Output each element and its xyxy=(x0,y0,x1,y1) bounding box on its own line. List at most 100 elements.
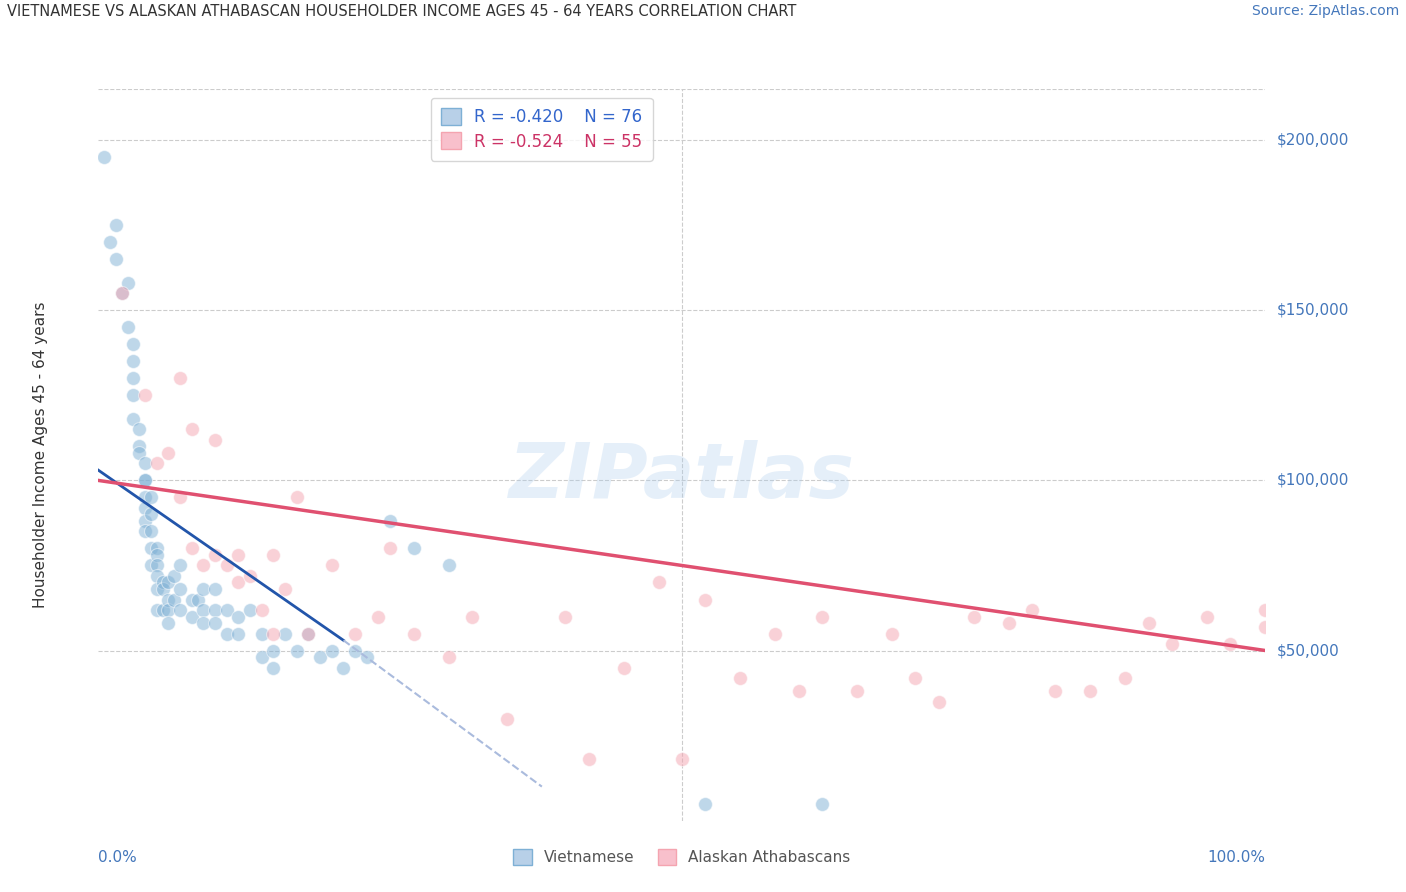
Point xyxy=(134,457,156,471)
Point xyxy=(169,491,191,505)
Text: $150,000: $150,000 xyxy=(1277,302,1350,318)
Point xyxy=(146,582,169,597)
Point xyxy=(1195,609,1218,624)
Point xyxy=(134,491,156,505)
Point xyxy=(402,541,425,556)
Point xyxy=(180,609,202,624)
Point xyxy=(344,626,367,640)
Point xyxy=(215,558,238,573)
Point xyxy=(146,549,169,563)
Point xyxy=(139,524,162,539)
Point xyxy=(262,643,284,657)
Point xyxy=(262,626,284,640)
Point xyxy=(139,541,162,556)
Point xyxy=(193,616,215,631)
Point xyxy=(134,474,156,488)
Legend: Vietnamese, Alaskan Athabascans: Vietnamese, Alaskan Athabascans xyxy=(508,843,856,871)
Point xyxy=(250,626,273,640)
Point xyxy=(1219,637,1241,651)
Point xyxy=(204,582,226,597)
Point xyxy=(228,609,250,624)
Point xyxy=(297,626,319,640)
Point xyxy=(1045,684,1067,698)
Point xyxy=(274,582,297,597)
Point xyxy=(122,412,145,426)
Point xyxy=(180,592,202,607)
Point xyxy=(163,568,186,582)
Point xyxy=(204,549,226,563)
Point xyxy=(122,337,145,351)
Point xyxy=(880,626,903,640)
Point xyxy=(997,616,1019,631)
Point xyxy=(111,286,134,301)
Point xyxy=(104,252,127,267)
Point xyxy=(321,558,343,573)
Point xyxy=(117,320,139,334)
Point xyxy=(1114,671,1136,685)
Point xyxy=(578,752,600,766)
Point xyxy=(262,660,284,674)
Point xyxy=(180,541,202,556)
Point xyxy=(554,609,576,624)
Point xyxy=(146,603,169,617)
Point xyxy=(128,439,150,453)
Point xyxy=(297,626,319,640)
Point xyxy=(157,603,180,617)
Point xyxy=(787,684,810,698)
Text: $50,000: $50,000 xyxy=(1277,643,1340,658)
Point xyxy=(367,609,389,624)
Point xyxy=(904,671,927,685)
Text: 0.0%: 0.0% xyxy=(98,850,138,865)
Point xyxy=(163,592,186,607)
Text: $200,000: $200,000 xyxy=(1277,133,1350,148)
Point xyxy=(239,568,262,582)
Point xyxy=(146,457,169,471)
Point xyxy=(98,235,121,250)
Point xyxy=(437,558,460,573)
Point xyxy=(250,650,273,665)
Point xyxy=(437,650,460,665)
Point xyxy=(1021,603,1043,617)
Point xyxy=(169,371,191,385)
Point xyxy=(193,603,215,617)
Point xyxy=(117,276,139,290)
Point xyxy=(461,609,484,624)
Point xyxy=(215,603,238,617)
Point xyxy=(612,660,634,674)
Point xyxy=(204,603,226,617)
Point xyxy=(134,388,156,402)
Point xyxy=(152,603,174,617)
Point xyxy=(763,626,786,640)
Point xyxy=(402,626,425,640)
Text: Householder Income Ages 45 - 64 years: Householder Income Ages 45 - 64 years xyxy=(32,301,48,608)
Point xyxy=(128,422,150,436)
Point xyxy=(139,491,162,505)
Point xyxy=(157,446,180,460)
Point xyxy=(1254,603,1277,617)
Point xyxy=(378,541,402,556)
Point xyxy=(811,609,834,624)
Point xyxy=(157,575,180,590)
Point xyxy=(378,514,402,528)
Point xyxy=(134,474,156,488)
Point xyxy=(285,491,308,505)
Point xyxy=(146,541,169,556)
Point xyxy=(193,582,215,597)
Point xyxy=(321,643,343,657)
Point xyxy=(146,568,169,582)
Text: Source: ZipAtlas.com: Source: ZipAtlas.com xyxy=(1251,4,1399,19)
Point xyxy=(122,354,145,368)
Point xyxy=(356,650,378,665)
Point xyxy=(647,575,669,590)
Point xyxy=(111,286,134,301)
Point xyxy=(180,422,202,436)
Point xyxy=(845,684,868,698)
Point xyxy=(695,592,717,607)
Point xyxy=(695,797,717,811)
Point xyxy=(157,616,180,631)
Point xyxy=(187,592,209,607)
Point xyxy=(1161,637,1184,651)
Point xyxy=(204,616,226,631)
Point xyxy=(1137,616,1160,631)
Point xyxy=(122,388,145,402)
